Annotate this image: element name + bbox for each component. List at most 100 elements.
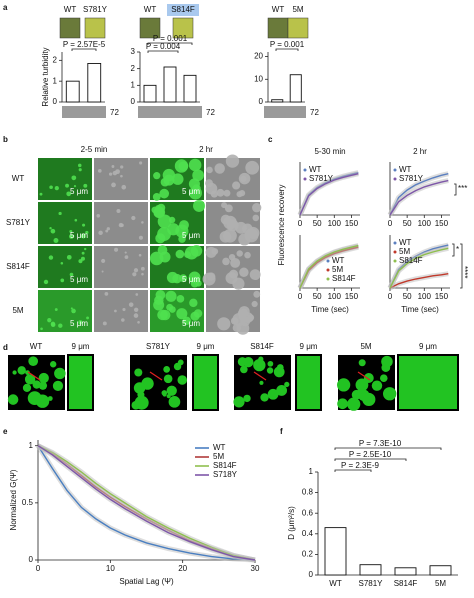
droplet bbox=[134, 368, 143, 377]
x-tick-label: 100 bbox=[328, 219, 342, 228]
droplet bbox=[206, 166, 213, 174]
series-line bbox=[299, 244, 359, 289]
droplet bbox=[84, 247, 87, 251]
x-tick-label: 100 bbox=[418, 219, 432, 228]
droplet bbox=[139, 161, 143, 165]
droplet bbox=[379, 374, 388, 382]
droplet bbox=[260, 393, 269, 402]
x-axis-label: Time (sec) bbox=[401, 305, 439, 314]
scale-bar-label: 9 μm bbox=[197, 342, 215, 351]
droplet bbox=[211, 248, 219, 255]
chart-title: 2 hr bbox=[413, 147, 427, 156]
droplet bbox=[166, 385, 177, 396]
droplet bbox=[81, 251, 85, 255]
x-tick-label: 30 bbox=[251, 564, 260, 573]
droplet bbox=[141, 221, 144, 224]
kymograph bbox=[192, 354, 219, 411]
droplet bbox=[49, 227, 52, 230]
droplet bbox=[39, 192, 43, 196]
x-tick-label: 150 bbox=[345, 219, 359, 228]
droplet bbox=[178, 235, 186, 243]
droplet bbox=[134, 395, 149, 410]
annotation: *** bbox=[458, 184, 467, 193]
droplet bbox=[58, 323, 63, 328]
bracket bbox=[452, 243, 455, 257]
droplet bbox=[276, 385, 288, 396]
legend-label: S814F bbox=[213, 461, 237, 470]
legend-label: WT bbox=[309, 165, 322, 174]
legend-label: WT bbox=[399, 165, 412, 174]
droplet bbox=[120, 223, 124, 227]
y-axis-label: Relative turbidity bbox=[41, 47, 50, 106]
tube-image bbox=[267, 17, 289, 39]
bar bbox=[324, 527, 347, 576]
droplet bbox=[362, 392, 376, 407]
legend-swatch bbox=[303, 168, 307, 172]
y-tick-label: 0.6 bbox=[302, 508, 314, 517]
droplet bbox=[66, 191, 72, 197]
droplet bbox=[266, 367, 274, 374]
droplet bbox=[78, 259, 83, 264]
droplet bbox=[192, 199, 206, 212]
tube-image bbox=[84, 17, 106, 39]
y-tick-label: 0.2 bbox=[302, 550, 314, 559]
annotation: P = 2.5E-10 bbox=[349, 450, 392, 459]
droplet bbox=[49, 361, 57, 368]
series-line bbox=[389, 273, 449, 289]
droplet bbox=[133, 313, 139, 318]
annotation: P = 0.004 bbox=[146, 42, 181, 51]
legend-swatch bbox=[326, 268, 330, 272]
bar bbox=[394, 567, 417, 576]
droplet bbox=[101, 270, 104, 273]
x-tick-label: 0 bbox=[298, 292, 303, 301]
droplet bbox=[58, 211, 62, 216]
droplet bbox=[138, 253, 142, 257]
tube-label: WT bbox=[144, 5, 157, 14]
droplet bbox=[71, 308, 76, 314]
scale-bar-label: 9 μm bbox=[419, 342, 437, 351]
droplet bbox=[141, 272, 144, 276]
droplet bbox=[235, 221, 247, 234]
tube-image bbox=[59, 17, 81, 39]
row-label: S781Y bbox=[6, 218, 31, 227]
droplet bbox=[54, 308, 58, 311]
legend-swatch bbox=[326, 259, 330, 263]
x-tick-label: S781Y bbox=[358, 579, 383, 588]
droplet bbox=[80, 256, 85, 261]
arrow bbox=[149, 371, 163, 381]
droplet bbox=[71, 175, 77, 181]
droplet bbox=[276, 364, 284, 371]
droplet bbox=[97, 169, 102, 173]
droplet bbox=[223, 189, 231, 197]
droplet bbox=[168, 306, 176, 313]
bar bbox=[289, 74, 302, 103]
x-tick-label: WT bbox=[329, 579, 342, 588]
droplet bbox=[337, 378, 351, 392]
droplet bbox=[157, 245, 168, 255]
droplet bbox=[245, 160, 260, 175]
kymograph bbox=[295, 354, 322, 411]
x-tick-label: 5M bbox=[435, 579, 446, 588]
scale-bar-label: 5 μm bbox=[182, 275, 200, 284]
droplet bbox=[223, 215, 237, 230]
droplet bbox=[82, 223, 86, 227]
droplet bbox=[232, 181, 241, 190]
droplet bbox=[140, 266, 145, 271]
y-tick-label: 1 bbox=[131, 80, 136, 89]
legend-label: S814F bbox=[332, 274, 356, 283]
droplet bbox=[66, 254, 72, 260]
row-label: WT bbox=[12, 174, 25, 183]
x-axis-label: Time (sec) bbox=[311, 305, 349, 314]
x-tick-label: 100 bbox=[418, 292, 432, 301]
droplet bbox=[383, 387, 397, 401]
droplet bbox=[267, 388, 279, 400]
droplet bbox=[28, 356, 39, 367]
droplet bbox=[219, 230, 232, 243]
droplet bbox=[70, 307, 73, 310]
droplet bbox=[50, 228, 56, 234]
bracket bbox=[147, 50, 179, 53]
y-tick-label: 2 bbox=[131, 64, 136, 73]
droplet bbox=[381, 355, 393, 368]
legend-label: 5M bbox=[213, 452, 224, 461]
droplet bbox=[111, 165, 115, 168]
